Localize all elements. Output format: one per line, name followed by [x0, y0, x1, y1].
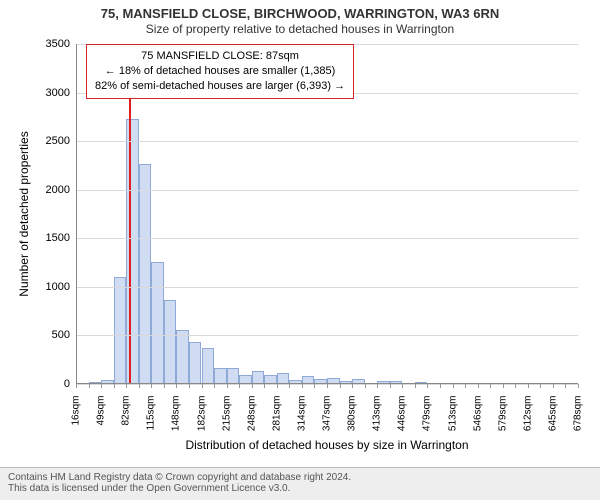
y-tick-label: 1000	[46, 281, 76, 293]
y-tick-label: 3000	[46, 87, 76, 99]
x-tick-label: 678sqm	[573, 396, 584, 432]
footer-line1: Contains HM Land Registry data © Crown c…	[8, 472, 592, 483]
x-tick-label: 413sqm	[372, 396, 383, 432]
y-axis-line	[76, 44, 77, 384]
histogram-bar	[151, 262, 164, 384]
x-minor-tick	[314, 384, 315, 388]
histogram-bar	[114, 277, 127, 384]
x-minor-tick	[478, 384, 479, 388]
x-tick-label: 314sqm	[296, 396, 307, 432]
x-minor-tick	[553, 384, 554, 388]
x-tick-label: 182sqm	[196, 396, 207, 432]
x-minor-tick	[214, 384, 215, 388]
x-minor-tick	[264, 384, 265, 388]
x-minor-tick	[528, 384, 529, 388]
gridline	[76, 287, 578, 288]
x-tick-label: 347sqm	[322, 396, 333, 432]
x-minor-tick	[465, 384, 466, 388]
histogram-bar	[214, 368, 227, 384]
x-tick-label: 645sqm	[547, 396, 558, 432]
y-tick-label: 1500	[46, 232, 76, 244]
y-tick-label: 3500	[46, 38, 76, 50]
x-tick-label: 148sqm	[171, 396, 182, 432]
x-minor-tick	[277, 384, 278, 388]
x-minor-tick	[164, 384, 165, 388]
x-minor-tick	[189, 384, 190, 388]
x-minor-tick	[76, 384, 77, 388]
histogram-bar	[189, 342, 202, 384]
y-tick-label: 0	[64, 378, 76, 390]
y-tick-label: 2500	[46, 135, 76, 147]
gridline	[76, 190, 578, 191]
x-tick-label: 16sqm	[71, 396, 82, 426]
x-minor-tick	[365, 384, 366, 388]
x-tick-label: 579sqm	[497, 396, 508, 432]
x-minor-tick	[578, 384, 579, 388]
x-minor-tick	[415, 384, 416, 388]
x-minor-tick	[302, 384, 303, 388]
x-minor-tick	[540, 384, 541, 388]
x-minor-tick	[101, 384, 102, 388]
x-tick-label: 49sqm	[96, 396, 107, 426]
x-tick-label: 115sqm	[146, 396, 157, 431]
x-minor-tick	[352, 384, 353, 388]
info-line2: ← 18% of detached houses are smaller (1,…	[95, 64, 345, 79]
x-minor-tick	[89, 384, 90, 388]
x-minor-tick	[176, 384, 177, 388]
histogram-bar	[202, 348, 215, 384]
x-minor-tick	[390, 384, 391, 388]
property-info-box: 75 MANSFIELD CLOSE: 87sqm ← 18% of detac…	[86, 44, 354, 99]
x-tick-label: 612sqm	[522, 396, 533, 432]
info-line1: 75 MANSFIELD CLOSE: 87sqm	[95, 49, 345, 64]
x-minor-tick	[453, 384, 454, 388]
x-minor-tick	[202, 384, 203, 388]
histogram-bar	[227, 368, 240, 385]
x-minor-tick	[340, 384, 341, 388]
x-tick-label: 479sqm	[422, 396, 433, 432]
x-minor-tick	[327, 384, 328, 388]
x-minor-tick	[503, 384, 504, 388]
x-minor-tick	[427, 384, 428, 388]
histogram-bar	[176, 330, 189, 384]
x-minor-tick	[139, 384, 140, 388]
x-minor-tick	[239, 384, 240, 388]
x-axis-label: Distribution of detached houses by size …	[76, 438, 578, 452]
x-tick-label: 513sqm	[447, 396, 458, 432]
x-tick-label: 546sqm	[472, 396, 483, 432]
x-minor-tick	[440, 384, 441, 388]
x-tick-label: 215sqm	[221, 396, 232, 432]
x-tick-label: 281sqm	[271, 396, 282, 432]
chart-title: 75, MANSFIELD CLOSE, BIRCHWOOD, WARRINGT…	[0, 0, 600, 22]
x-axis-line	[76, 383, 578, 384]
y-axis-label: Number of detached properties	[17, 131, 31, 296]
x-minor-tick	[126, 384, 127, 388]
attribution-footer: Contains HM Land Registry data © Crown c…	[0, 467, 600, 500]
x-minor-tick	[402, 384, 403, 388]
gridline	[76, 335, 578, 336]
x-minor-tick	[252, 384, 253, 388]
x-tick-label: 82sqm	[121, 396, 132, 426]
x-tick-label: 446sqm	[397, 396, 408, 432]
info-line3: 82% of semi-detached houses are larger (…	[95, 79, 345, 94]
x-minor-tick	[289, 384, 290, 388]
histogram-bar	[164, 300, 177, 385]
x-minor-tick	[490, 384, 491, 388]
x-minor-tick	[151, 384, 152, 388]
chart-container: 75, MANSFIELD CLOSE, BIRCHWOOD, WARRINGT…	[0, 0, 600, 500]
x-minor-tick	[565, 384, 566, 388]
x-tick-label: 248sqm	[246, 396, 257, 432]
x-minor-tick	[114, 384, 115, 388]
footer-line2: This data is licensed under the Open Gov…	[8, 483, 592, 494]
gridline	[76, 141, 578, 142]
histogram-bar	[139, 164, 152, 384]
x-minor-tick	[515, 384, 516, 388]
y-tick-label: 2000	[46, 184, 76, 196]
chart-subtitle: Size of property relative to detached ho…	[0, 22, 600, 40]
x-minor-tick	[377, 384, 378, 388]
x-minor-tick	[227, 384, 228, 388]
gridline	[76, 238, 578, 239]
y-tick-label: 500	[52, 329, 76, 341]
x-tick-label: 380sqm	[347, 396, 358, 432]
